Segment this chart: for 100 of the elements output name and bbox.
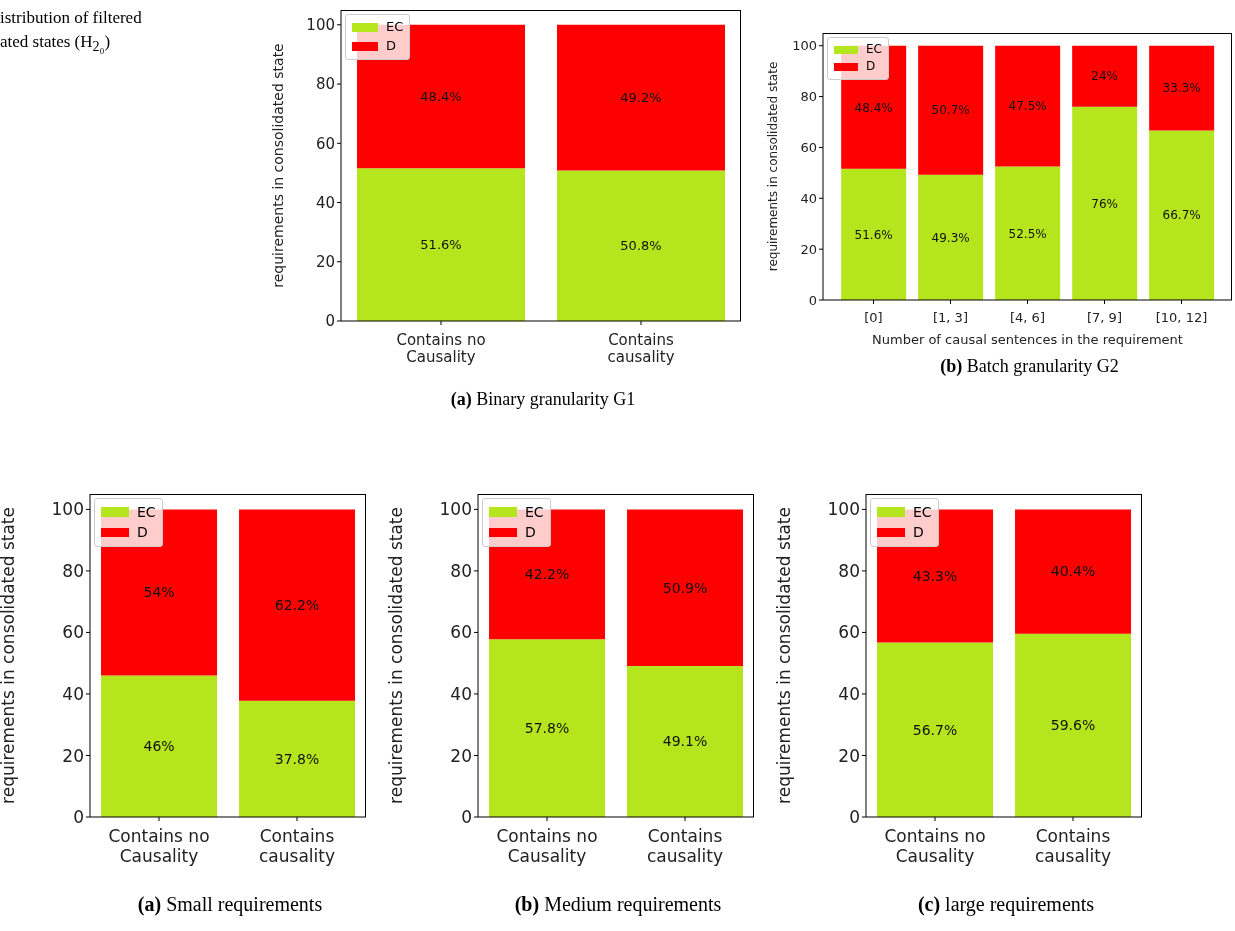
- data-label: 47.5%: [1008, 99, 1047, 114]
- y-tick-label: 60: [800, 140, 817, 156]
- legend-label: D: [866, 58, 876, 76]
- bar: [101, 675, 218, 817]
- y-tick-label: 40: [62, 683, 84, 704]
- x-tick-label: Contains no Causality: [108, 826, 210, 866]
- bar: [1015, 509, 1132, 634]
- data-label: 57.8%: [524, 720, 570, 737]
- bar: [918, 45, 984, 175]
- y-axis-title: requirements in consolidated state: [386, 507, 407, 804]
- x-tick-label: Contains no Causality: [496, 826, 598, 866]
- legend-label: D: [137, 523, 148, 543]
- y-tick-label: 0: [808, 292, 817, 308]
- data-label: 56.7%: [912, 721, 958, 738]
- data-label: 76%: [1091, 196, 1118, 211]
- y-tick-label: 100: [439, 499, 472, 520]
- y-tick-label: 100: [827, 499, 860, 520]
- x-tick-label: Contains causality: [259, 826, 335, 866]
- text: (c) large requirements: [916, 893, 1096, 916]
- legend-label: EC: [913, 503, 932, 522]
- bar: [841, 168, 907, 300]
- y-tick-label: 40: [838, 683, 860, 704]
- legend-label: D: [386, 36, 397, 55]
- data-label: 50.7%: [931, 103, 970, 118]
- data-label: 42.2%: [524, 566, 570, 583]
- y-axis-title: requirements in consolidated state: [0, 507, 19, 804]
- bar: [995, 166, 1061, 300]
- y-tick-label: 60: [315, 134, 335, 153]
- legend-label: D: [525, 523, 536, 543]
- data-label: 43.3%: [912, 567, 958, 584]
- bar: [1149, 45, 1215, 131]
- y-tick-label: 80: [315, 75, 335, 94]
- text: (a) Binary granularity G1: [449, 389, 637, 410]
- bar: [877, 642, 994, 817]
- x-tick-label: [0]: [864, 309, 883, 325]
- data-label: 62.2%: [274, 597, 320, 614]
- bar: [1149, 130, 1215, 300]
- data-label: 49.1%: [662, 733, 708, 750]
- y-tick-label: 80: [800, 89, 817, 105]
- y-tick-label: 0: [325, 312, 335, 331]
- y-tick-label: 0: [73, 807, 84, 828]
- x-tick-label: Contains causality: [647, 826, 723, 866]
- bar: [995, 45, 1061, 167]
- text: (a) Small requirements: [136, 893, 324, 916]
- data-label: 33.3%: [1162, 81, 1201, 96]
- x-tick-label: [7, 9]: [1087, 309, 1122, 325]
- caption-fragment: istribution of filtered ated states (H$_{2₀}$): [0, 7, 142, 57]
- x-tick-label: Contains no Causality: [396, 330, 486, 366]
- legend-label: EC: [137, 503, 156, 522]
- y-tick-label: 100: [792, 38, 817, 54]
- y-tick-label: 100: [51, 499, 84, 520]
- x-tick-label: [4, 6]: [1010, 309, 1045, 325]
- data-label: 50.8%: [620, 238, 662, 254]
- y-tick-label: 60: [450, 622, 472, 643]
- data-label: 52.5%: [1008, 226, 1047, 241]
- x-tick-label: Contains no Causality: [884, 826, 986, 866]
- data-label: 59.6%: [1050, 717, 1096, 734]
- y-axis-title: requirements in consolidated state: [766, 61, 781, 272]
- data-label: 37.8%: [274, 750, 320, 767]
- x-axis-title: Number of causal sentences in the requirement: [872, 332, 1183, 347]
- y-tick-label: 80: [450, 560, 472, 581]
- bar: [627, 665, 744, 817]
- legend-label: D: [913, 523, 924, 543]
- data-label: 54%: [143, 584, 175, 601]
- y-tick-label: 80: [838, 560, 860, 581]
- y-tick-label: 20: [450, 745, 472, 766]
- legend-label: EC: [386, 18, 404, 36]
- y-tick-label: 20: [315, 253, 335, 272]
- data-label: 49.3%: [931, 230, 970, 245]
- legend-label: EC: [525, 503, 544, 522]
- bar: [489, 639, 606, 817]
- y-tick-label: 60: [838, 622, 860, 643]
- text: (b) Medium requirements: [513, 893, 723, 916]
- legend-label: EC: [866, 41, 882, 58]
- data-label: 51.6%: [420, 237, 462, 253]
- bar: [918, 174, 984, 300]
- data-label: 66.7%: [1162, 208, 1201, 223]
- x-tick-label: Contains causality: [1035, 826, 1111, 866]
- y-tick-label: 0: [461, 807, 472, 828]
- data-label: 24%: [1091, 69, 1118, 84]
- y-tick-label: 100: [306, 16, 335, 35]
- y-tick-label: 40: [450, 683, 472, 704]
- bar: [239, 700, 356, 817]
- x-tick-label: [10, 12]: [1155, 309, 1208, 325]
- x-tick-label: [1, 3]: [933, 309, 968, 325]
- y-axis-title: requirements in consolidated state: [269, 43, 286, 288]
- y-tick-label: 0: [849, 807, 860, 828]
- bar: [1072, 45, 1138, 107]
- data-label: 51.6%: [854, 227, 893, 242]
- data-label: 50.9%: [662, 579, 708, 596]
- y-tick-label: 20: [62, 745, 84, 766]
- data-label: 48.4%: [854, 100, 893, 115]
- bar: [557, 170, 725, 321]
- data-label: 46%: [143, 738, 175, 755]
- text: (b) Batch granularity G2: [939, 356, 1120, 377]
- y-tick-label: 20: [838, 745, 860, 766]
- y-axis-title: requirements in consolidated state: [774, 507, 795, 804]
- y-tick-label: 20: [800, 241, 817, 257]
- y-tick-label: 40: [315, 193, 335, 212]
- bar: [1072, 106, 1138, 300]
